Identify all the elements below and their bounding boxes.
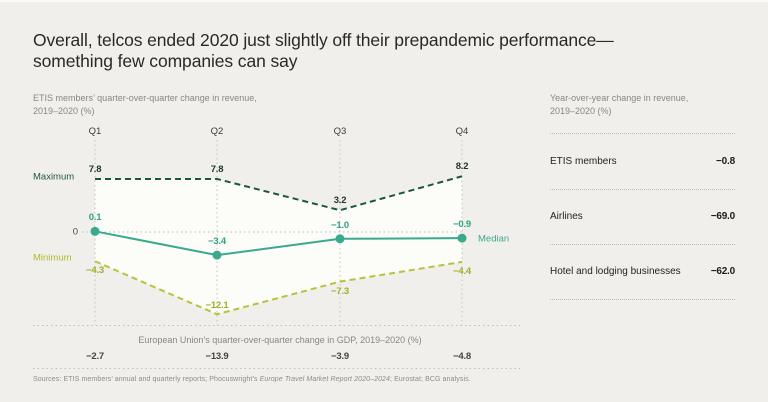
value-label-median-q4: −0.9 <box>453 219 471 231</box>
row-label: ETIS members <box>550 155 617 167</box>
value-label-maximum-q1: 7.8 <box>88 163 102 175</box>
row-label: Airlines <box>550 211 583 223</box>
series-label-minimum: Minimum <box>33 252 72 264</box>
gdp-value-q4: −4.8 <box>453 351 471 362</box>
x-axis-label-q3: Q3 <box>333 126 347 137</box>
top-edge-highlight <box>0 0 768 2</box>
median-point-q1 <box>90 226 100 236</box>
sources-footnote: Sources: ETIS members’ annual and quarte… <box>33 376 471 383</box>
side-panel-title: Year-over-year change in revenue, 2019–2… <box>550 92 688 118</box>
series-label-median: Median <box>478 233 510 245</box>
series-line-median <box>94 230 463 257</box>
value-label-minimum-q3: −7.3 <box>331 285 349 297</box>
min-max-band <box>95 176 462 315</box>
sources-report-title: Europe Travel Market Report 2020–2024 <box>259 376 391 383</box>
page-title-line2: something few companies can say <box>33 51 298 71</box>
sources-prefix: Sources: ETIS members’ annual and quarte… <box>33 376 260 383</box>
median-point-q2 <box>212 250 222 260</box>
value-label-median-q2: −3.4 <box>208 236 226 248</box>
median-point-q4 <box>457 233 467 243</box>
page-title: Overall, telcos ended 2020 just slightly… <box>33 30 614 72</box>
row-value: −69.0 <box>710 211 736 223</box>
page-title-line1: Overall, telcos ended 2020 just slightly… <box>33 30 614 50</box>
value-label-maximum-q3: 3.2 <box>333 195 347 207</box>
table-row-airlines: Airlines −69.0 <box>550 188 736 245</box>
chart-subtitle-line2: 2019–2020 (%) <box>33 106 95 116</box>
value-label-minimum-q2: −12.1 <box>205 300 229 312</box>
value-label-median-q1: 0.1 <box>88 212 102 224</box>
value-label-maximum-q2: 7.8 <box>210 163 224 175</box>
row-value: −62.0 <box>710 266 736 278</box>
value-label-minimum-q1: −4.3 <box>86 265 104 277</box>
chart-subtitle-line1: ETIS members’ quarter-over-quarter chang… <box>33 93 257 103</box>
series-label-maximum: Maximum <box>33 171 75 183</box>
gdp-value-q1: −2.7 <box>86 351 104 362</box>
chart-subtitle: ETIS members’ quarter-over-quarter chang… <box>33 92 257 118</box>
x-axis-label-q2: Q2 <box>210 126 224 137</box>
value-label-median-q3: −1.0 <box>331 219 349 231</box>
table-row-hotels: Hotel and lodging businesses −62.0 <box>550 244 735 300</box>
axis-zero-label: 0 <box>72 226 78 238</box>
side-panel-title-line1: Year-over-year change in revenue, <box>550 93 689 103</box>
gdp-value-q2: −13.9 <box>205 351 229 362</box>
table-row-etis: ETIS members −0.8 <box>550 133 735 189</box>
yoy-comparison-table: ETIS members −0.8 Airlines −69.0 Hotel a… <box>550 133 735 300</box>
gdp-strip-title: European Union’s quarter-over-quarter ch… <box>138 335 422 345</box>
x-axis-label-q1: Q1 <box>88 126 102 137</box>
value-label-maximum-q4: 8.2 <box>455 161 469 173</box>
side-panel-title-line2: 2019–2020 (%) <box>550 106 612 116</box>
row-value: −0.8 <box>716 155 735 167</box>
value-label-minimum-q4: −4.4 <box>453 265 471 277</box>
row-label: Hotel and lodging businesses <box>550 266 681 278</box>
median-point-q3 <box>335 234 345 244</box>
series-line-minimum <box>94 260 463 316</box>
series-line-maximum <box>95 175 463 212</box>
sources-suffix: ; Eurostat; BCG analysis. <box>390 376 471 383</box>
x-axis-label-q4: Q4 <box>455 126 469 137</box>
gdp-value-q3: −3.9 <box>331 351 349 362</box>
